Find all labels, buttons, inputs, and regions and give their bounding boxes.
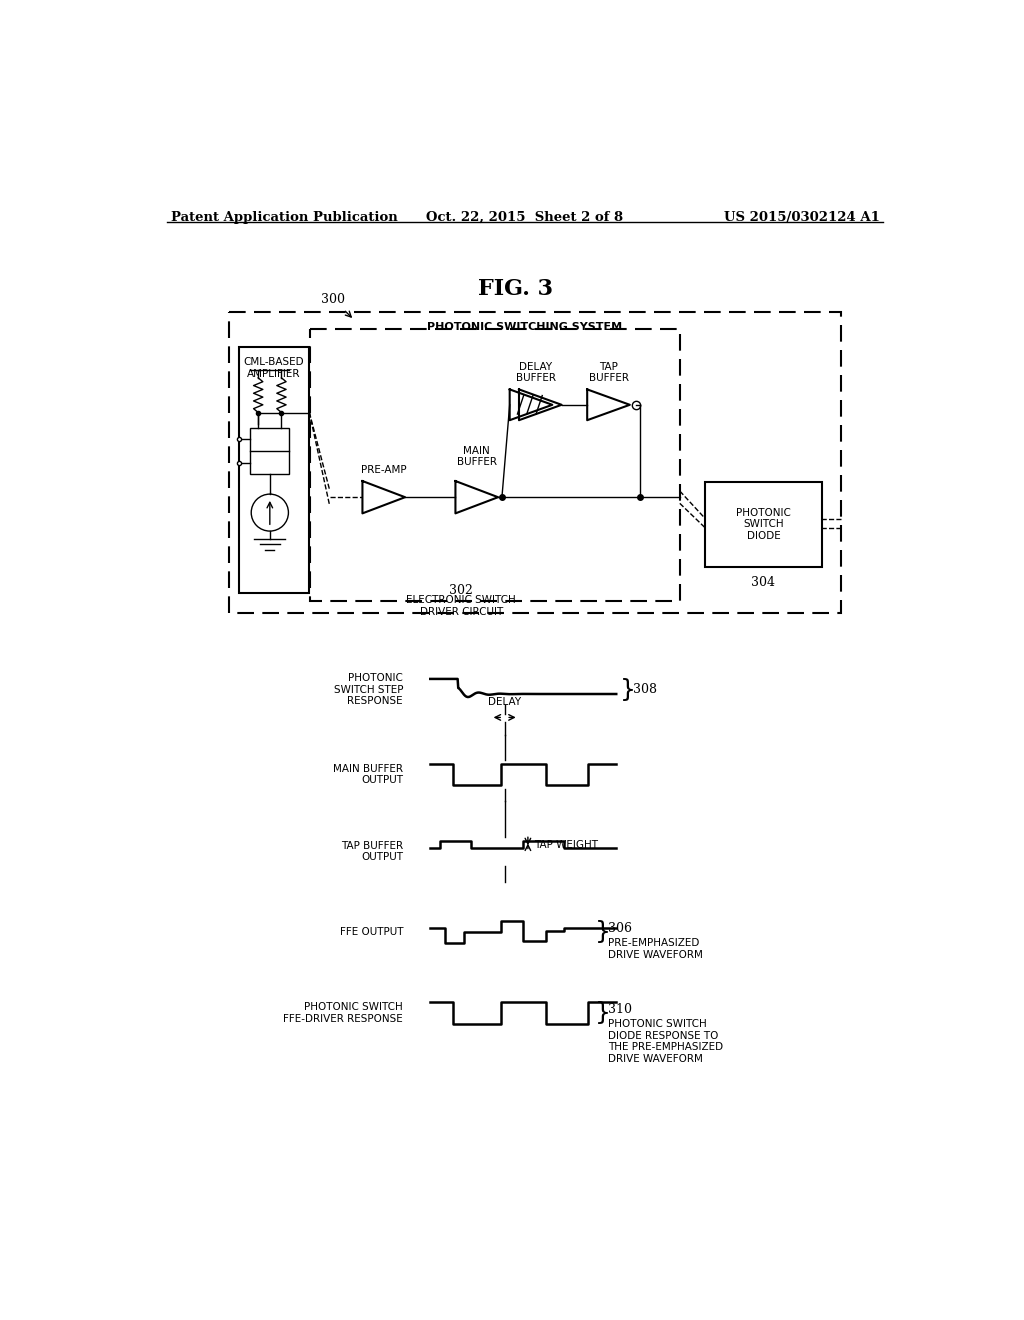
Text: MAIN BUFFER
OUTPUT: MAIN BUFFER OUTPUT [333,763,403,785]
Text: ELECTRONIC SWITCH
DRIVER CIRCUIT: ELECTRONIC SWITCH DRIVER CIRCUIT [407,595,516,616]
Text: PHOTONIC
SWITCH STEP
RESPONSE: PHOTONIC SWITCH STEP RESPONSE [334,673,403,706]
Text: TAP WEIGHT: TAP WEIGHT [535,840,598,850]
Text: 306: 306 [607,921,632,935]
Text: DELAY
BUFFER: DELAY BUFFER [516,362,556,383]
Text: CML-BASED
AMPLIFIER: CML-BASED AMPLIFIER [244,358,304,379]
Text: DELAY: DELAY [488,697,521,706]
Bar [251,428,289,474]
Text: TAP BUFFER
OUTPUT: TAP BUFFER OUTPUT [341,841,403,862]
Text: FIG. 3: FIG. 3 [478,277,553,300]
Text: }: } [594,920,610,944]
Text: Oct. 22, 2015  Sheet 2 of 8: Oct. 22, 2015 Sheet 2 of 8 [426,211,624,224]
Text: 302: 302 [450,585,473,597]
Text: PHOTONIC SWITCH
FFE-DRIVER RESPONSE: PHOTONIC SWITCH FFE-DRIVER RESPONSE [284,1002,403,1024]
Text: 300: 300 [322,293,345,306]
Text: MAIN
BUFFER: MAIN BUFFER [457,446,497,467]
Text: US 2015/0302124 A1: US 2015/0302124 A1 [724,211,880,224]
Text: PHOTONIC
SWITCH
DIODE: PHOTONIC SWITCH DIODE [736,508,791,541]
Text: PRE-EMPHASIZED
DRIVE WAVEFORM: PRE-EMPHASIZED DRIVE WAVEFORM [607,939,702,960]
Text: }: } [621,677,636,702]
Text: Patent Application Publication: Patent Application Publication [171,211,397,224]
Text: 304: 304 [752,576,775,589]
Text: PHOTONIC SWITCH
DIODE RESPONSE TO
THE PRE-EMPHASIZED
DRIVE WAVEFORM: PHOTONIC SWITCH DIODE RESPONSE TO THE PR… [607,1019,723,1064]
Text: PRE-AMP: PRE-AMP [360,465,407,475]
Text: FFE OUTPUT: FFE OUTPUT [340,927,403,937]
Text: TAP
BUFFER: TAP BUFFER [589,362,629,383]
Text: }: } [594,1001,610,1026]
Text: PHOTONIC SWITCHING SYSTEM: PHOTONIC SWITCHING SYSTEM [427,322,623,333]
Text: 310: 310 [607,1003,632,1016]
Text: 308: 308 [633,684,657,696]
